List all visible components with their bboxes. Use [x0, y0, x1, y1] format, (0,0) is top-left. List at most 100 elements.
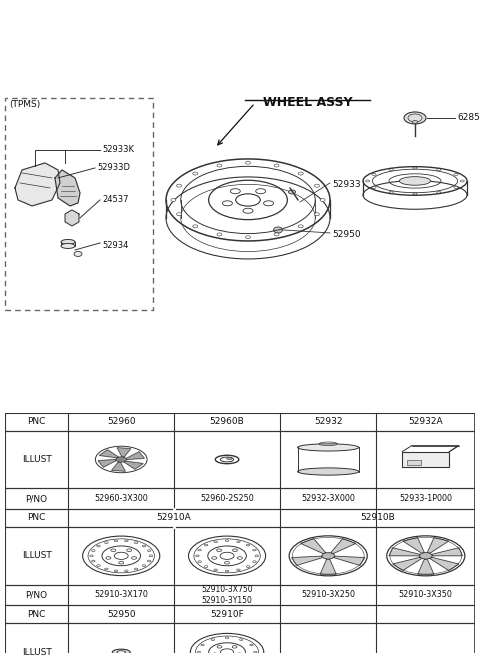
Ellipse shape: [112, 649, 130, 655]
Text: P/NO: P/NO: [25, 591, 48, 599]
Ellipse shape: [253, 651, 257, 653]
Ellipse shape: [250, 659, 253, 660]
Ellipse shape: [119, 562, 124, 564]
Ellipse shape: [90, 555, 93, 557]
Ellipse shape: [298, 225, 303, 228]
Ellipse shape: [256, 189, 266, 193]
Polygon shape: [334, 556, 365, 566]
Polygon shape: [300, 539, 325, 554]
Ellipse shape: [225, 540, 229, 541]
Circle shape: [116, 457, 126, 462]
Ellipse shape: [232, 645, 237, 648]
Ellipse shape: [177, 213, 181, 216]
Text: P/NO: P/NO: [25, 494, 48, 503]
Ellipse shape: [125, 540, 128, 542]
Text: 52932-3X000: 52932-3X000: [301, 494, 355, 503]
Ellipse shape: [404, 112, 426, 124]
Ellipse shape: [197, 651, 201, 653]
Text: 52950: 52950: [107, 610, 135, 619]
Polygon shape: [124, 461, 143, 469]
Ellipse shape: [437, 169, 441, 171]
Ellipse shape: [298, 468, 359, 475]
Text: PNC: PNC: [27, 513, 46, 523]
Polygon shape: [403, 537, 424, 553]
Polygon shape: [389, 548, 420, 556]
Polygon shape: [126, 452, 144, 459]
Ellipse shape: [314, 184, 319, 187]
Text: 52933: 52933: [332, 180, 360, 189]
Ellipse shape: [196, 555, 199, 557]
Text: 52910-3X350: 52910-3X350: [399, 591, 453, 599]
Ellipse shape: [105, 542, 108, 544]
Ellipse shape: [314, 213, 319, 216]
Text: PNC: PNC: [27, 417, 46, 426]
Ellipse shape: [366, 180, 370, 182]
Ellipse shape: [212, 556, 217, 559]
Ellipse shape: [225, 562, 229, 564]
Text: 62850: 62850: [457, 114, 480, 123]
Ellipse shape: [413, 193, 417, 195]
Text: PNC: PNC: [27, 610, 46, 619]
Ellipse shape: [399, 177, 431, 185]
Text: 52933-1P000: 52933-1P000: [399, 494, 452, 503]
Text: WHEEL ASSY: WHEEL ASSY: [263, 96, 353, 109]
Ellipse shape: [246, 544, 250, 546]
Ellipse shape: [253, 549, 256, 551]
Text: ILLUST: ILLUST: [22, 647, 51, 657]
Polygon shape: [393, 557, 421, 570]
Ellipse shape: [147, 550, 151, 552]
Ellipse shape: [114, 540, 118, 542]
Ellipse shape: [201, 644, 204, 645]
Ellipse shape: [437, 191, 441, 193]
Polygon shape: [117, 447, 131, 457]
Polygon shape: [418, 559, 434, 574]
Ellipse shape: [226, 637, 228, 639]
Ellipse shape: [106, 556, 111, 559]
Polygon shape: [320, 559, 336, 574]
Ellipse shape: [413, 167, 417, 169]
Ellipse shape: [454, 174, 458, 176]
Ellipse shape: [320, 199, 325, 201]
Text: 52960-2S250: 52960-2S250: [200, 494, 254, 503]
Ellipse shape: [125, 570, 128, 572]
Ellipse shape: [111, 549, 116, 552]
Ellipse shape: [117, 651, 125, 653]
Polygon shape: [112, 462, 125, 471]
Text: ILLUST: ILLUST: [22, 551, 51, 560]
Ellipse shape: [253, 561, 256, 562]
Ellipse shape: [149, 555, 153, 557]
Ellipse shape: [245, 236, 251, 239]
Ellipse shape: [237, 569, 240, 571]
Ellipse shape: [454, 187, 458, 189]
Ellipse shape: [240, 639, 243, 640]
Ellipse shape: [147, 560, 151, 562]
Text: 52960B: 52960B: [210, 417, 244, 426]
Ellipse shape: [61, 244, 75, 248]
Ellipse shape: [412, 120, 418, 123]
Text: 52950: 52950: [332, 230, 360, 240]
Polygon shape: [430, 557, 459, 570]
Ellipse shape: [230, 189, 240, 193]
Ellipse shape: [92, 560, 95, 562]
Ellipse shape: [372, 174, 376, 176]
Ellipse shape: [288, 190, 296, 194]
Ellipse shape: [134, 542, 138, 544]
Ellipse shape: [274, 227, 283, 233]
Ellipse shape: [214, 541, 217, 543]
Ellipse shape: [213, 653, 217, 655]
Ellipse shape: [298, 172, 303, 175]
Text: ILLUST: ILLUST: [22, 455, 51, 464]
Ellipse shape: [322, 552, 335, 559]
Ellipse shape: [177, 184, 181, 187]
Text: 52910-3X750
52910-3Y150: 52910-3X750 52910-3Y150: [201, 585, 253, 605]
Ellipse shape: [132, 556, 137, 559]
Text: 52910A: 52910A: [157, 513, 192, 523]
Ellipse shape: [243, 209, 253, 213]
Ellipse shape: [222, 201, 232, 206]
Ellipse shape: [420, 552, 432, 559]
Polygon shape: [98, 459, 116, 467]
Text: 52960: 52960: [107, 417, 135, 426]
Ellipse shape: [225, 657, 229, 660]
Ellipse shape: [372, 187, 376, 189]
Ellipse shape: [97, 565, 100, 566]
